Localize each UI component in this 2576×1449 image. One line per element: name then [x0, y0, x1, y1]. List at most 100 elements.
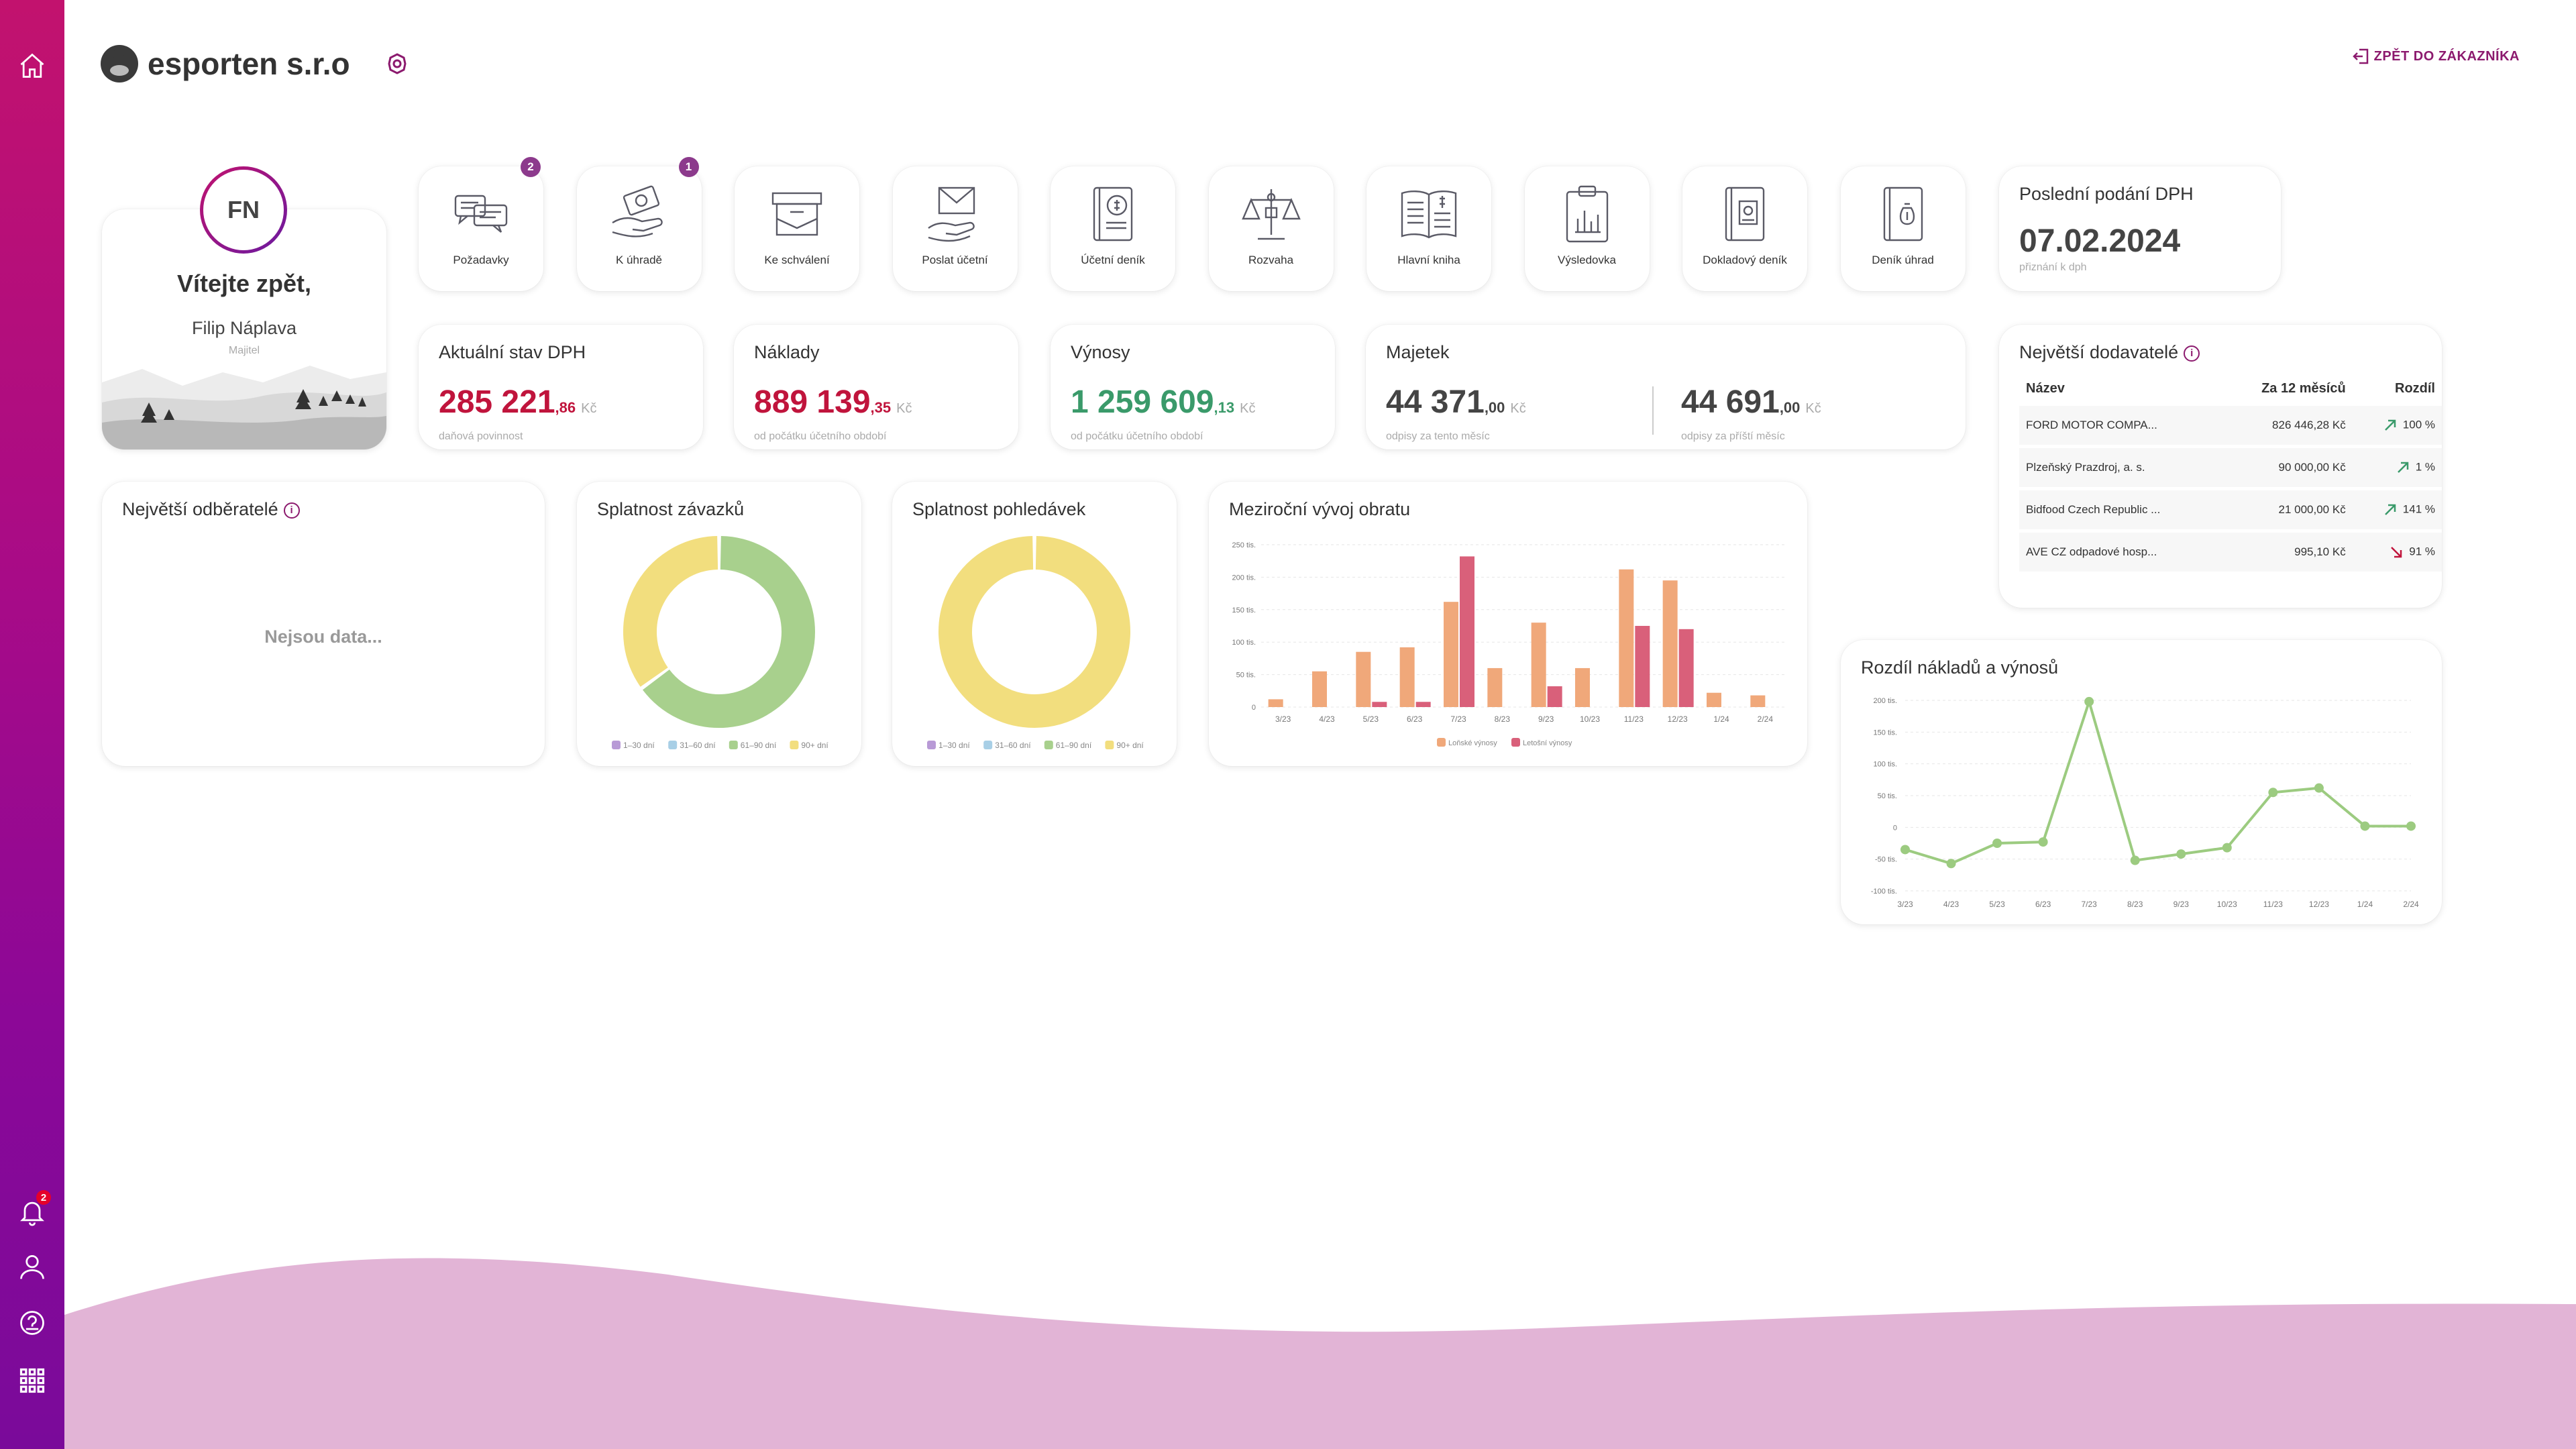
- tile-label: Deník úhrad: [1872, 254, 1934, 266]
- tile-document-book[interactable]: Dokladový deník: [1682, 166, 1807, 291]
- tile-pay[interactable]: K úhradě 1: [576, 157, 702, 291]
- donut-slice[interactable]: [938, 536, 1130, 728]
- x-tick-label: 7/23: [1450, 714, 1466, 724]
- yoy-bar-chart: 0 50 tis. 100 tis. 150 tis. 200 tis. 250 tis.…: [1232, 541, 1787, 747]
- settings-icon[interactable]: [385, 52, 409, 76]
- bar[interactable]: [1460, 556, 1474, 707]
- yoy-turnover-card: Meziroční vývoj obratu 0 50 tis. 100 tis. 1…: [1209, 482, 1807, 766]
- bar[interactable]: [1444, 602, 1458, 707]
- tile-payment-book[interactable]: Deník úhrad: [1840, 166, 1966, 291]
- data-point[interactable]: [2314, 783, 2324, 793]
- scales-icon: [1238, 181, 1305, 248]
- donut-slice[interactable]: [623, 536, 718, 687]
- supplier-row[interactable]: AVE CZ odpadové hosp... 995,10 Kč 91 %: [2019, 531, 2442, 575]
- back-to-customer-link[interactable]: ZPĚT DO ZÁKAZNÍKA: [2351, 47, 2520, 66]
- data-point[interactable]: [2268, 788, 2278, 798]
- assets-next-month-sub: odpisy za příští měsíc: [1681, 431, 1785, 442]
- x-tick-label: 12/23: [1668, 714, 1688, 724]
- bar[interactable]: [1399, 647, 1415, 707]
- tile-scales[interactable]: Rozvaha: [1208, 166, 1334, 291]
- tile-mail-hand[interactable]: Poslat účetní: [892, 166, 1018, 291]
- help-icon[interactable]: [16, 1307, 48, 1339]
- bar[interactable]: [1678, 629, 1694, 707]
- data-point[interactable]: [2038, 837, 2048, 847]
- bar[interactable]: [1312, 671, 1327, 707]
- data-point[interactable]: [2406, 821, 2416, 831]
- bar[interactable]: [1487, 667, 1503, 707]
- tile-label: Požadavky: [453, 254, 509, 266]
- x-tick-label: 5/23: [1363, 714, 1379, 724]
- bar[interactable]: [1662, 580, 1678, 707]
- tile-chat[interactable]: Požadavky 2: [419, 157, 543, 291]
- tile-clipboard-chart[interactable]: Výsledovka: [1524, 166, 1650, 291]
- x-tick-label: 1/24: [1713, 714, 1729, 724]
- top-customers-title-text: Největší odběratelé: [122, 499, 278, 519]
- back-to-customer-label: ZPĚT DO ZÁKAZNÍKA: [2373, 48, 2520, 64]
- x-tick-label: 3/23: [1897, 900, 1913, 909]
- legend-swatch: [668, 741, 678, 749]
- donut-slice[interactable]: [643, 536, 815, 728]
- legend-label: 1–30 dní: [938, 741, 970, 750]
- tile-label: Účetní deník: [1081, 254, 1145, 266]
- data-point[interactable]: [2360, 821, 2370, 831]
- y-tick-label: 200 tis.: [1874, 697, 1897, 705]
- data-point[interactable]: [2222, 843, 2232, 853]
- vat-status-dec: ,86: [555, 399, 576, 416]
- supplier-row[interactable]: Bidfood Czech Republic ... 21 000,00 Kč 14…: [2019, 488, 2442, 533]
- supplier-diff: 100 %: [2352, 406, 2442, 448]
- home-icon[interactable]: [16, 50, 48, 82]
- y-tick-label: 50 tis.: [1878, 792, 1897, 800]
- bar[interactable]: [1356, 651, 1371, 707]
- tile-inbox[interactable]: Ke schválení: [735, 166, 859, 291]
- info-icon[interactable]: i: [2184, 345, 2200, 362]
- data-point[interactable]: [2176, 849, 2186, 859]
- company-logo: [101, 45, 138, 83]
- notification-badge: 2: [36, 1190, 51, 1205]
- tile-ledger[interactable]: Účetní deník: [1051, 166, 1175, 291]
- cost-revenue-diff-card: Rozdíl nákladů a výnosů -100 tis. -50 tis…: [1841, 640, 2442, 924]
- legend-swatch: [729, 741, 738, 749]
- x-tick-label: 11/23: [2263, 900, 2283, 909]
- bar[interactable]: [1268, 699, 1283, 707]
- bar[interactable]: [1531, 623, 1546, 707]
- receivables-maturity-title: Splatnost pohledávek: [912, 499, 1086, 519]
- bar[interactable]: [1619, 569, 1634, 707]
- assets-this-month-sub: odpisy za tento měsíc: [1386, 431, 1490, 442]
- y-tick-label: 100 tis.: [1874, 761, 1897, 769]
- x-tick-label: 9/23: [1538, 714, 1554, 724]
- data-point[interactable]: [1900, 845, 1910, 855]
- legend-label: 1–30 dní: [623, 741, 655, 750]
- yoy-turnover-title: Meziroční vývoj obratu: [1229, 499, 1411, 519]
- bar[interactable]: [1547, 686, 1562, 707]
- bar[interactable]: [1575, 667, 1590, 707]
- supplier-row[interactable]: Plzeňský Prazdroj, a. s. 90 000,00 Kč 1 %: [2019, 446, 2442, 490]
- legend-label: 61–90 dní: [741, 741, 777, 750]
- supplier-diff-value: 141 %: [2402, 502, 2435, 516]
- x-tick-label: 11/23: [1624, 714, 1644, 724]
- supplier-row[interactable]: FORD MOTOR COMPA... 826 446,28 Kč 100 %: [2019, 406, 2442, 448]
- x-tick-label: 9/23: [2174, 900, 2190, 909]
- x-tick-label: 4/23: [1943, 900, 1960, 909]
- bar[interactable]: [1372, 702, 1387, 707]
- info-icon[interactable]: i: [283, 502, 300, 519]
- payables-maturity-card: Splatnost závazků 1–30 dní 31–60 dní 61–90…: [577, 482, 861, 766]
- supplier-diff-value: 91 %: [2409, 545, 2435, 558]
- tile-book[interactable]: Hlavní kniha: [1366, 166, 1491, 291]
- bar[interactable]: [1415, 702, 1431, 707]
- landscape-illustration: [102, 366, 386, 449]
- header: esporten s.r.o: [101, 40, 409, 87]
- bar[interactable]: [1635, 626, 1650, 707]
- data-point[interactable]: [1946, 859, 1956, 869]
- top-suppliers-title: Největší dodavatelé i: [2019, 342, 2200, 363]
- bar[interactable]: [1750, 695, 1766, 707]
- supplier-diff: 1 %: [2352, 446, 2442, 490]
- inbox-icon: [763, 181, 830, 248]
- legend-swatch: [983, 741, 993, 749]
- data-point[interactable]: [1992, 839, 2002, 848]
- user-icon[interactable]: [16, 1250, 48, 1283]
- apps-grid-icon[interactable]: [16, 1364, 48, 1397]
- data-point[interactable]: [2130, 855, 2140, 865]
- bar[interactable]: [1707, 692, 1721, 707]
- bell-icon[interactable]: 2: [16, 1190, 51, 1228]
- data-point[interactable]: [2084, 696, 2094, 706]
